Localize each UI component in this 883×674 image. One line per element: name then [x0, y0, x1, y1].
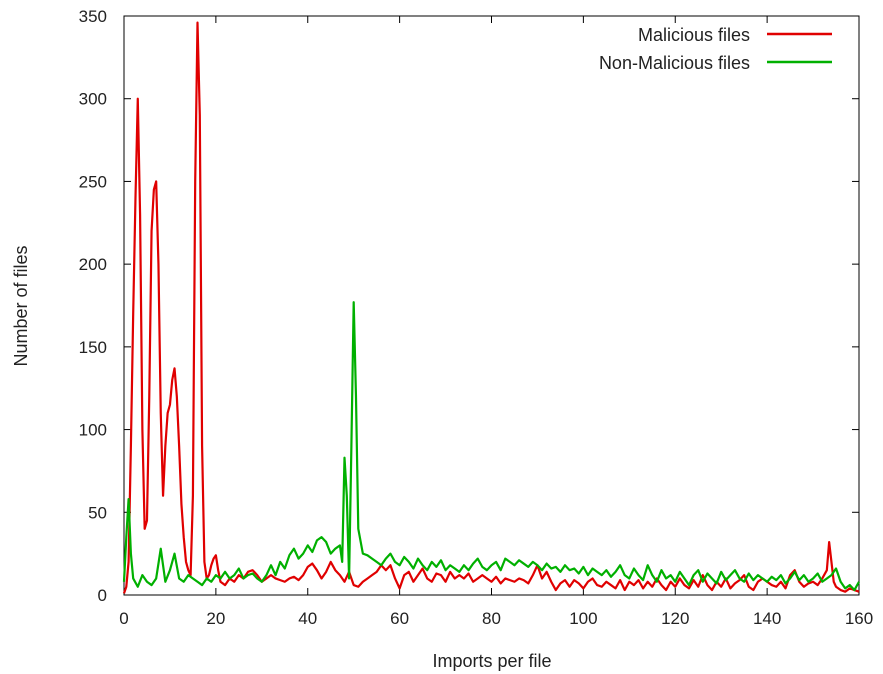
y-tick-label: 100	[79, 421, 107, 440]
y-tick-label: 150	[79, 338, 107, 357]
plot-border	[123, 15, 860, 596]
x-axis-label: Imports per file	[432, 651, 551, 671]
x-tick-label: 60	[390, 609, 409, 628]
y-tick-label: 250	[79, 172, 107, 191]
legend-label-malicious: Malicious files	[638, 25, 750, 45]
series-line-malicious	[122, 21, 860, 594]
series-line-non-malicious	[122, 301, 860, 592]
x-tick-label: 120	[661, 609, 689, 628]
plot-frame	[123, 15, 860, 596]
legend-label-non-malicious: Non-Malicious files	[599, 53, 750, 73]
y-tick-label: 300	[79, 90, 107, 109]
axis-ticks: 0 20 40 60 80 100 120 140 160 0 50 100 150 200 250 300 3…	[79, 7, 874, 628]
x-tick-label: 160	[845, 609, 873, 628]
y-tick-label: 0	[98, 586, 107, 605]
x-tick-label: 20	[206, 609, 225, 628]
series-layer	[122, 21, 860, 594]
x-tick-label: 40	[298, 609, 317, 628]
y-tick-label: 350	[79, 7, 107, 26]
x-tick-label: 80	[482, 609, 501, 628]
y-tick-label: 50	[88, 503, 107, 522]
x-tick-label: 0	[119, 609, 128, 628]
x-tick-label: 100	[569, 609, 597, 628]
y-axis-label: Number of files	[11, 245, 31, 366]
y-tick-label: 200	[79, 255, 107, 274]
x-tick-label: 140	[753, 609, 781, 628]
legend: Malicious files Non-Malicious files	[599, 25, 832, 73]
